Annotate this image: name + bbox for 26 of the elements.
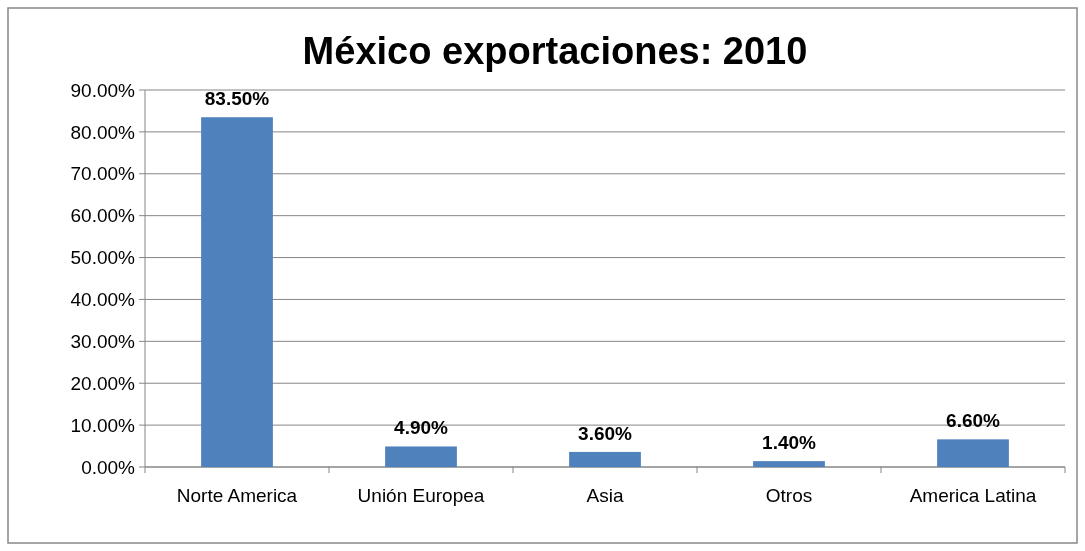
- bar: [753, 461, 825, 467]
- y-tick-label: 70.00%: [70, 163, 136, 185]
- bar: [385, 446, 457, 467]
- x-tick-label: America Latina: [909, 485, 1037, 506]
- data-label: 1.40%: [762, 432, 817, 454]
- y-tick-label: 60.00%: [70, 205, 136, 227]
- bar: [937, 439, 1009, 467]
- y-tick-label: 10.00%: [70, 414, 136, 436]
- y-tick-label: 90.00%: [70, 79, 136, 101]
- data-label: 4.90%: [394, 417, 449, 439]
- data-label: 3.60%: [578, 422, 633, 444]
- bar: [569, 451, 641, 467]
- x-tick-label: Otros: [765, 485, 813, 506]
- y-tick-label: 0.00%: [81, 456, 136, 478]
- bar: [201, 117, 273, 467]
- x-tick-label: Unión Europea: [357, 485, 485, 506]
- y-tick-label: 20.00%: [70, 372, 136, 394]
- y-tick-label: 40.00%: [70, 289, 136, 311]
- y-tick-label: 80.00%: [70, 121, 136, 143]
- x-tick-label: Norte America: [176, 485, 298, 506]
- y-tick-label: 50.00%: [70, 247, 136, 269]
- data-label: 6.60%: [946, 410, 1001, 432]
- x-tick-label: Asia: [586, 485, 624, 506]
- data-label: 83.50%: [204, 88, 270, 110]
- chart-title: México exportaciones: 2010: [302, 30, 808, 72]
- y-tick-label: 30.00%: [70, 330, 136, 352]
